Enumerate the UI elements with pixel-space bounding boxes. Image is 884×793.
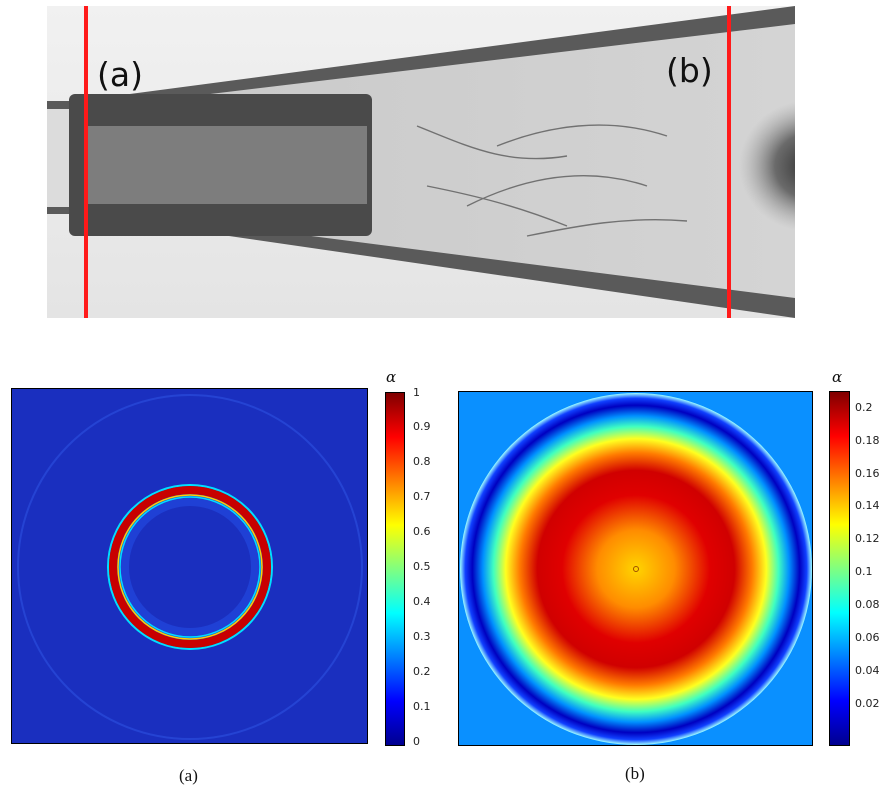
panel-b-tick: 0.18 [855, 434, 880, 447]
panel-a-tick: 0.4 [413, 595, 431, 608]
panel-a-tick: 0.9 [413, 420, 431, 433]
panel-a-tick: 0.6 [413, 525, 431, 538]
panel-a-tick: 1 [413, 386, 420, 399]
panel-b-tick: 0.12 [855, 532, 880, 545]
panel-a-tick: 0.2 [413, 665, 431, 678]
panel-b-tick: 0.08 [855, 598, 880, 611]
panel-b-tick: 0.06 [855, 631, 880, 644]
nozzle-photo-image [47, 6, 795, 318]
dark-spray-cloud [607, 56, 795, 276]
photo-label-a: (a) [97, 55, 143, 94]
panel-b-tick: 0.1 [855, 565, 873, 578]
panel-b-tick: 0.16 [855, 467, 880, 480]
panel-a-tick: 0.8 [413, 455, 431, 468]
panel-b-colorbar [829, 391, 850, 746]
panel-b-void-fraction-map [459, 392, 812, 745]
panel-b-field [458, 391, 813, 746]
panel-a-caption: (a) [179, 766, 198, 785]
panel-b-tick: 0.2 [855, 401, 873, 414]
panel-b-caption: (b) [625, 764, 645, 783]
panel-b-tick: 0.02 [855, 697, 880, 710]
panel-b-tick: 0.04 [855, 664, 880, 677]
panel-a-field [11, 388, 368, 744]
cut-line-b [727, 6, 731, 318]
panel-a-colorbar-symbol: α [386, 368, 397, 386]
nozzle-photograph: (a) (b) [47, 6, 795, 318]
cut-line-a [84, 6, 88, 318]
panel-a-void-fraction-map [12, 389, 367, 743]
panel-a-tick: 0.5 [413, 560, 431, 573]
panel-a-tick: 0.1 [413, 700, 431, 713]
panel-b-tick: 0.14 [855, 499, 880, 512]
photo-label-b: (b) [666, 51, 713, 90]
panel-b-colorbar-symbol: α [832, 368, 843, 386]
panel-a-colorbar [385, 392, 405, 746]
upper-wall [47, 6, 795, 111]
panel-a-tick: 0 [413, 735, 420, 748]
panel-a-tick: 0.7 [413, 490, 431, 503]
panel-a-tick: 0.3 [413, 630, 431, 643]
